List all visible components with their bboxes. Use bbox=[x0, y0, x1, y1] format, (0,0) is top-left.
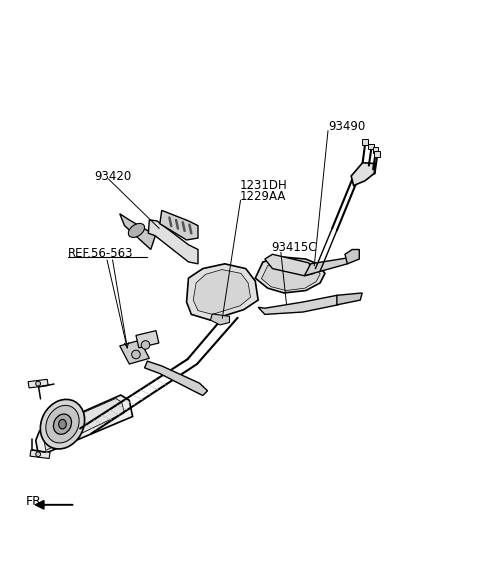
Polygon shape bbox=[28, 380, 48, 388]
Polygon shape bbox=[265, 254, 314, 276]
Text: REF.56-563: REF.56-563 bbox=[68, 247, 134, 260]
Polygon shape bbox=[210, 314, 229, 325]
Ellipse shape bbox=[46, 405, 79, 443]
Ellipse shape bbox=[53, 414, 72, 434]
Polygon shape bbox=[258, 296, 342, 314]
Polygon shape bbox=[120, 214, 156, 250]
Text: 93415C: 93415C bbox=[271, 241, 316, 254]
Ellipse shape bbox=[59, 419, 66, 429]
Polygon shape bbox=[368, 143, 374, 149]
Polygon shape bbox=[337, 293, 362, 305]
Polygon shape bbox=[144, 361, 207, 395]
Polygon shape bbox=[372, 147, 378, 153]
Polygon shape bbox=[187, 264, 258, 320]
Polygon shape bbox=[304, 257, 352, 276]
Polygon shape bbox=[43, 398, 124, 451]
Polygon shape bbox=[136, 331, 159, 348]
Ellipse shape bbox=[128, 223, 144, 237]
Text: 1229AA: 1229AA bbox=[240, 189, 287, 202]
Polygon shape bbox=[30, 450, 50, 458]
Ellipse shape bbox=[132, 350, 140, 359]
Polygon shape bbox=[351, 163, 374, 185]
Ellipse shape bbox=[141, 340, 150, 349]
Ellipse shape bbox=[36, 381, 40, 386]
Polygon shape bbox=[362, 139, 368, 145]
Text: 93490: 93490 bbox=[328, 120, 366, 134]
Polygon shape bbox=[148, 220, 198, 264]
Polygon shape bbox=[345, 250, 360, 264]
Polygon shape bbox=[193, 269, 251, 314]
Polygon shape bbox=[374, 151, 380, 157]
Text: 1231DH: 1231DH bbox=[240, 179, 288, 192]
Polygon shape bbox=[255, 257, 325, 293]
Polygon shape bbox=[36, 395, 132, 456]
Ellipse shape bbox=[40, 399, 84, 449]
Polygon shape bbox=[262, 261, 320, 290]
Text: 93420: 93420 bbox=[95, 170, 132, 182]
Polygon shape bbox=[160, 210, 198, 240]
Polygon shape bbox=[120, 340, 149, 364]
Ellipse shape bbox=[36, 452, 40, 456]
Text: FR.: FR. bbox=[25, 495, 45, 508]
